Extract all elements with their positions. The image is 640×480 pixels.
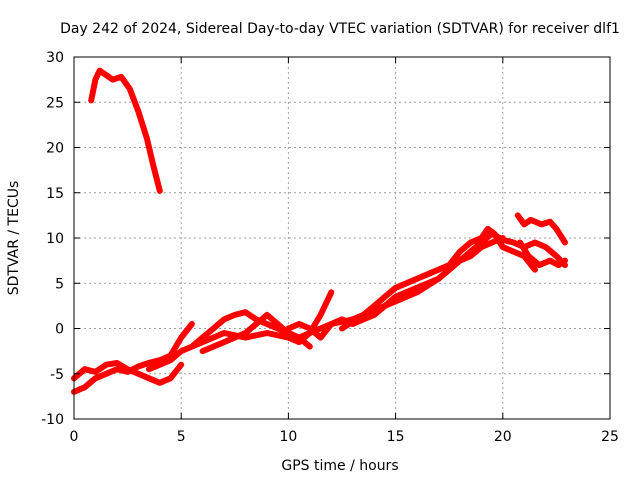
chart-title: Day 242 of 2024, Sidereal Day-to-day VTE… (60, 21, 620, 37)
series-line-satellite-arc-3 (71, 359, 185, 386)
x-tick-label: 5 (177, 429, 186, 445)
x-tick-label: 0 (70, 429, 79, 445)
series-line-satellite-arc-10 (517, 239, 568, 269)
series-layer (71, 67, 568, 395)
tick-layer: 0 5 10 15 20 25 -10 -5 0 5 10 15 20 25 30 (41, 50, 619, 445)
series-line-satellite-arc-7 (285, 235, 506, 341)
x-tick-label: 25 (601, 429, 619, 445)
y-tick-label: 20 (46, 141, 64, 157)
series-line-satellite-arc-8 (339, 225, 538, 332)
x-tick-label: 10 (279, 429, 297, 445)
y-tick-label: -5 (50, 367, 64, 383)
y-tick-label: -10 (41, 412, 64, 428)
y-tick-label: 0 (55, 322, 64, 338)
x-tick-label: 20 (494, 429, 512, 445)
y-tick-label: 5 (55, 276, 64, 292)
y-tick-label: 25 (46, 95, 64, 111)
x-tick-label: 15 (387, 429, 405, 445)
y-tick-label: 30 (46, 50, 64, 66)
y-tick-label: 10 (46, 231, 64, 247)
y-axis-title: SDTVAR / TECUs (6, 181, 22, 296)
series-line-satellite-arc-1 (88, 67, 163, 194)
y-tick-label: 15 (46, 186, 64, 202)
series-line-satellite-arc-9 (514, 212, 568, 246)
x-axis-title: GPS time / hours (281, 458, 398, 474)
grid-layer (74, 57, 610, 419)
